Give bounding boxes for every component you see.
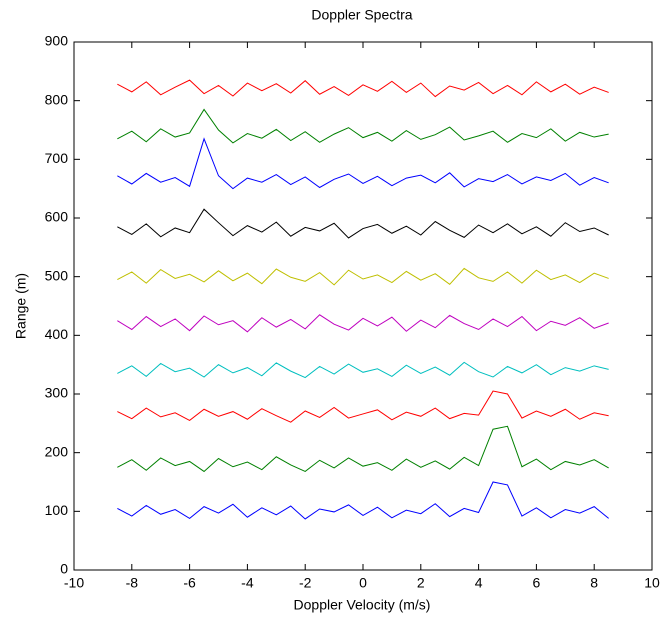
series-line (117, 390, 609, 423)
series-line (117, 361, 609, 379)
x-tick-label: 10 (644, 575, 660, 591)
x-tick-label: -2 (299, 575, 312, 591)
y-tick-label: 100 (45, 502, 69, 518)
y-tick-label: 700 (45, 150, 69, 166)
x-tick-label: -8 (126, 575, 139, 591)
x-tick-label: 2 (417, 575, 425, 591)
x-tick-label: 4 (475, 575, 483, 591)
series-line (117, 425, 609, 473)
x-tick-label: 8 (590, 575, 598, 591)
y-tick-label: 300 (45, 385, 69, 401)
series-line (117, 314, 609, 333)
x-tick-label: -4 (241, 575, 254, 591)
series-line (117, 481, 609, 520)
x-tick-label: 0 (359, 575, 367, 591)
y-tick-label: 800 (45, 91, 69, 107)
chart-title: Doppler Spectra (311, 7, 412, 23)
x-axis-label: Doppler Velocity (m/s) (294, 597, 431, 613)
y-tick-label: 900 (45, 33, 69, 49)
y-tick-label: 600 (45, 209, 69, 225)
series-line (117, 267, 609, 286)
x-tick-label: -6 (183, 575, 196, 591)
y-tick-label: 0 (60, 561, 68, 577)
series-line (117, 108, 609, 144)
y-tick-label: 400 (45, 326, 69, 342)
series-line (117, 208, 609, 239)
x-tick-label: -10 (64, 575, 84, 591)
y-axis-label: Range (m) (13, 273, 29, 339)
series-line (117, 79, 609, 98)
y-tick-label: 500 (45, 267, 69, 283)
series-line (117, 137, 609, 190)
x-tick-label: 6 (533, 575, 541, 591)
y-tick-label: 200 (45, 443, 69, 459)
